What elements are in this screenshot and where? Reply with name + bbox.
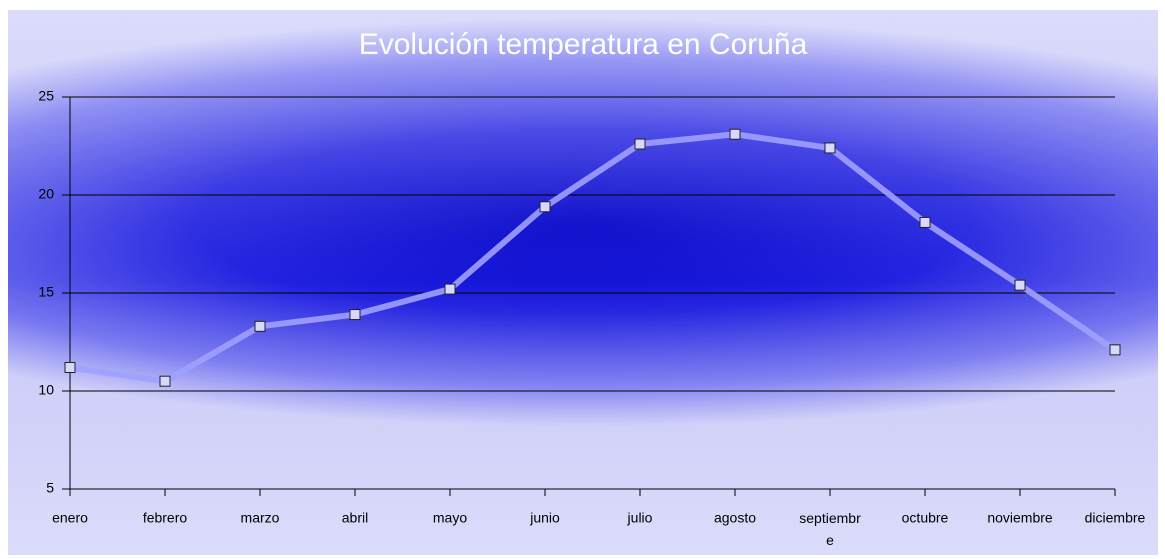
data-point [1109,344,1121,356]
data-point [64,361,76,373]
data-point [919,216,931,228]
x-tick-label: octubre [902,510,949,526]
y-tick-label: 15 [38,284,54,300]
x-tick-label: septiembr e [799,510,861,548]
x-tick-label: diciembre [1085,510,1146,526]
x-tick-label: noviembre [987,510,1053,526]
y-tick-label: 25 [38,88,54,104]
x-tick-label: febrero [143,510,188,526]
y-tick-label: 5 [46,480,54,496]
x-tick-label: abril [342,510,368,526]
data-point [539,201,551,213]
data-point [729,128,741,140]
data-point [159,375,171,387]
x-tick-label: mayo [433,510,467,526]
x-tick-label: enero [52,510,88,526]
data-point [349,309,361,321]
series-line [69,131,1117,385]
y-tick-label: 10 [38,382,54,398]
y-tick-label: 20 [38,186,54,202]
chart-background-shade [8,10,1158,555]
x-tick-label: marzo [241,510,280,526]
x-tick-label: julio [627,510,653,526]
x-tick-label: agosto [714,510,756,526]
data-point [254,320,266,332]
data-point [634,138,646,150]
data-point [1014,279,1026,291]
chart-title: Evolución temperatura en Coruña [359,28,808,61]
x-tick-label: junio [529,510,560,526]
data-point [444,283,456,295]
data-point [824,142,836,154]
